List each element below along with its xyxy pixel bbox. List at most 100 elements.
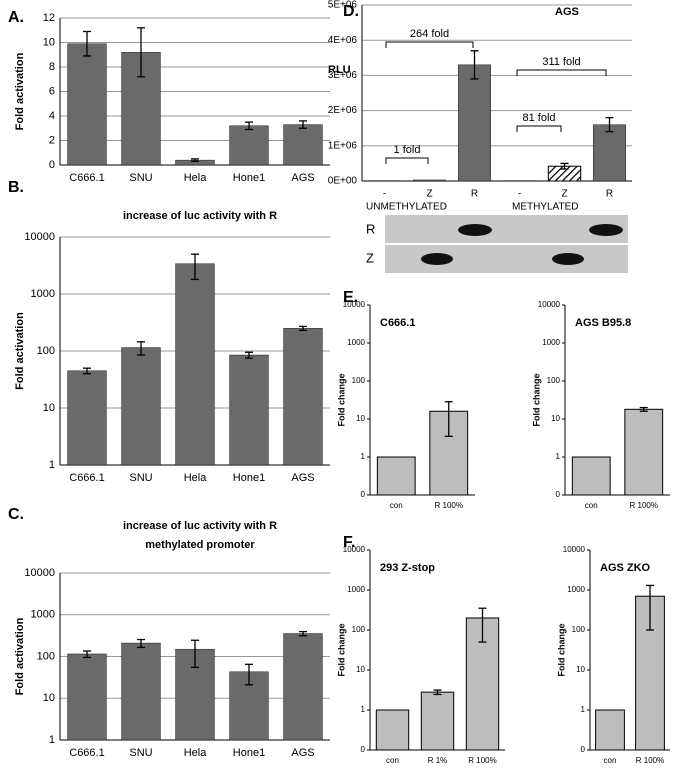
x-tick-label: R 100%	[636, 756, 664, 765]
bar	[413, 180, 445, 181]
y-axis-label: Fold change	[336, 373, 346, 426]
y-tick-label: 100	[352, 625, 366, 634]
y-axis-label: Fold change	[531, 373, 541, 426]
y-tick-label: 10000	[538, 300, 561, 309]
x-tick-label: SNU	[129, 472, 152, 484]
x-tick-label: R 1%	[428, 756, 448, 765]
y-tick-label: 1000	[567, 585, 585, 594]
y-tick-label: 1000	[542, 338, 560, 347]
chart-title: AGS	[555, 6, 579, 18]
bar	[458, 65, 490, 181]
bar	[284, 634, 323, 740]
y-tick-label: 1000	[347, 338, 365, 347]
blot-band	[552, 253, 584, 265]
x-tick-label: AGS	[291, 172, 314, 184]
blot-label: R	[366, 221, 375, 236]
y-axis-label: Fold activation	[14, 617, 26, 695]
bracket	[517, 126, 561, 132]
x-tick-label: AGS	[291, 472, 314, 484]
blot-band	[421, 253, 453, 265]
x-tick-label: -	[518, 189, 521, 200]
x-tick-label: C666.1	[69, 172, 104, 184]
x-tick-label: Hela	[184, 472, 208, 484]
annotation: 81 fold	[522, 112, 555, 124]
y-tick-label: 1	[361, 705, 366, 714]
y-tick-label: 100	[37, 345, 55, 357]
x-tick-label: Hone1	[233, 472, 265, 484]
y-tick-label: 1000	[31, 288, 55, 300]
x-tick-label: R	[606, 189, 613, 200]
y-tick-label: 10	[43, 36, 55, 48]
y-tick-label: 1	[49, 459, 55, 471]
annotation: 311 fold	[542, 56, 580, 68]
y-tick-label: 10	[43, 402, 55, 414]
panel-label: A.	[8, 9, 24, 26]
y-tick-label: 1E+06	[328, 140, 358, 151]
x-tick-label: con	[386, 756, 399, 765]
y-tick-label: 4E+06	[328, 35, 358, 46]
x-tick-label: Hela	[184, 172, 208, 184]
bar	[68, 371, 107, 465]
y-tick-label: 10	[576, 665, 585, 674]
panel-label: E.	[343, 289, 358, 306]
bar	[68, 654, 107, 740]
western-blot	[385, 215, 628, 273]
group-label: METHYLATED	[512, 202, 579, 213]
y-tick-label: 2	[49, 134, 55, 146]
panel-label: F.	[343, 534, 355, 551]
y-axis-label: Fold activation	[14, 52, 26, 130]
x-tick-label: -	[383, 189, 386, 200]
y-tick-label: 10000	[24, 567, 55, 579]
panel-label: C.	[8, 506, 24, 523]
x-tick-label: R 100%	[468, 756, 496, 765]
blot-band	[458, 224, 492, 236]
x-tick-label: C666.1	[69, 747, 104, 759]
y-axis-label: RLU	[328, 64, 351, 76]
x-tick-label: AGS	[291, 747, 314, 759]
x-tick-label: Hone1	[233, 747, 265, 759]
y-tick-label: 1	[581, 705, 586, 714]
y-tick-label: 100	[572, 625, 586, 634]
bar	[593, 125, 625, 181]
x-tick-label: SNU	[129, 747, 152, 759]
y-axis-label: Fold change	[336, 623, 346, 676]
group-label: UNMETHYLATED	[366, 202, 447, 213]
y-tick-label: 10000	[24, 231, 55, 243]
y-tick-label: 8	[49, 61, 55, 73]
y-tick-label: 1	[556, 452, 561, 461]
y-tick-label: 0E+00	[328, 176, 358, 187]
y-tick-label: 10	[356, 665, 365, 674]
chart-title: AGS ZKO	[600, 562, 651, 574]
chart-title: increase of luc activity with R	[123, 520, 277, 532]
bar	[284, 125, 323, 165]
bar	[625, 409, 663, 495]
x-tick-label: con	[390, 501, 403, 510]
x-tick-label: Z	[426, 189, 432, 200]
x-tick-label: Hone1	[233, 172, 265, 184]
y-axis-label: Fold change	[556, 623, 566, 676]
bar	[572, 457, 610, 495]
x-tick-label: R 100%	[435, 501, 463, 510]
bar	[284, 328, 323, 465]
bar	[376, 710, 408, 750]
bracket	[386, 42, 473, 48]
chart-title: methylated promoter	[145, 539, 255, 551]
y-tick-label: 0	[49, 159, 55, 171]
chart-title: C666.1	[380, 317, 415, 329]
bar	[377, 457, 415, 495]
bar	[596, 710, 625, 750]
panel-label: D.	[343, 3, 359, 20]
y-axis-label: Fold activation	[14, 312, 26, 390]
y-tick-label: 10	[551, 414, 560, 423]
y-tick-label: 1	[361, 452, 366, 461]
y-tick-label: 1000	[31, 609, 55, 621]
x-tick-label: Z	[561, 189, 567, 200]
blot-label: Z	[366, 250, 374, 265]
y-tick-label: 100	[352, 376, 366, 385]
chart-title: 293 Z-stop	[380, 562, 435, 574]
y-tick-label: 0	[581, 745, 586, 754]
bar	[230, 126, 269, 165]
bar	[230, 355, 269, 465]
y-tick-label: 0	[361, 490, 366, 499]
